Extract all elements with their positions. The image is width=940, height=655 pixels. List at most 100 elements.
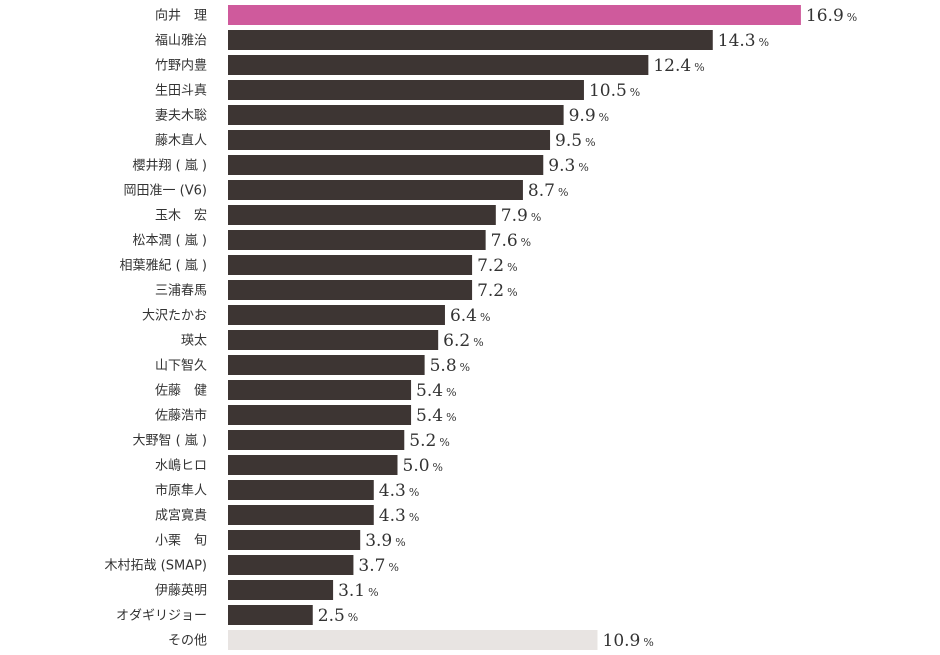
value-label: 9.9% bbox=[569, 106, 610, 126]
value-unit: % bbox=[409, 486, 419, 499]
value-unit: % bbox=[521, 236, 531, 249]
value-label: 9.3% bbox=[548, 156, 589, 176]
bar bbox=[228, 255, 473, 275]
bar bbox=[228, 405, 412, 425]
value-number: 7.9 bbox=[501, 206, 528, 226]
category-label: 大沢たかお bbox=[142, 309, 207, 324]
bar bbox=[228, 330, 439, 350]
bar bbox=[228, 430, 405, 450]
category-label: 向井 理 bbox=[155, 8, 207, 24]
value-label: 10.5% bbox=[589, 81, 640, 101]
value-number: 2.5 bbox=[318, 606, 345, 626]
value-label: 5.2% bbox=[409, 431, 450, 451]
category-label: 市原隼人 bbox=[155, 483, 207, 499]
value-unit: % bbox=[531, 211, 541, 224]
value-unit: % bbox=[558, 186, 568, 199]
value-label: 7.2% bbox=[477, 256, 517, 276]
category-label: 佐藤 健 bbox=[155, 384, 207, 399]
bar bbox=[228, 80, 584, 100]
bar bbox=[228, 630, 598, 650]
value-number: 9.3 bbox=[548, 156, 575, 176]
bar bbox=[228, 605, 313, 625]
bar bbox=[228, 55, 649, 75]
value-label: 3.1% bbox=[338, 581, 379, 601]
bar bbox=[228, 580, 334, 600]
value-number: 5.4 bbox=[416, 406, 443, 426]
value-unit: % bbox=[630, 86, 640, 99]
value-unit: % bbox=[395, 536, 405, 549]
value-number: 3.9 bbox=[365, 531, 392, 551]
category-label: 岡田准一 (V6) bbox=[124, 184, 207, 199]
value-unit: % bbox=[446, 411, 456, 424]
value-number: 12.4 bbox=[653, 56, 691, 76]
value-unit: % bbox=[433, 461, 443, 474]
category-label: 玉木 宏 bbox=[155, 209, 207, 224]
value-label: 3.7% bbox=[358, 556, 399, 576]
value-number: 4.3 bbox=[379, 481, 406, 501]
bar bbox=[228, 505, 374, 525]
bar bbox=[228, 205, 496, 225]
bar bbox=[228, 130, 551, 150]
value-number: 5.0 bbox=[403, 456, 430, 476]
value-number: 6.2 bbox=[443, 331, 470, 351]
category-label: 佐藤浩市 bbox=[155, 408, 207, 424]
value-label: 5.4% bbox=[416, 406, 457, 426]
value-number: 9.9 bbox=[569, 106, 596, 126]
category-label: 伊藤英明 bbox=[155, 584, 207, 599]
category-label: 木村拓哉 (SMAP) bbox=[105, 559, 207, 574]
value-unit: % bbox=[388, 561, 398, 574]
category-label: 瑛太 bbox=[181, 334, 207, 349]
category-label: オダギリジョー bbox=[116, 609, 207, 624]
value-number: 7.6 bbox=[491, 231, 518, 251]
bar bbox=[228, 555, 354, 575]
bar bbox=[228, 355, 425, 375]
value-number: 7.2 bbox=[477, 256, 504, 276]
value-label: 6.2% bbox=[443, 331, 484, 351]
value-unit: % bbox=[439, 436, 449, 449]
bar bbox=[228, 530, 361, 550]
value-unit: % bbox=[460, 361, 470, 374]
category-label: 相葉雅紀 ( 嵐 ) bbox=[119, 259, 207, 274]
value-label: 4.3% bbox=[379, 481, 420, 501]
value-unit: % bbox=[473, 336, 483, 349]
value-number: 9.5 bbox=[555, 131, 582, 151]
value-label: 2.5% bbox=[318, 606, 359, 626]
value-unit: % bbox=[368, 586, 378, 599]
category-label: 竹野内豊 bbox=[155, 58, 207, 74]
value-unit: % bbox=[847, 11, 857, 24]
category-label: 小栗 旬 bbox=[155, 534, 207, 549]
value-label: 4.3% bbox=[379, 506, 420, 526]
category-label: 水嶋ヒロ bbox=[155, 459, 207, 474]
value-unit: % bbox=[409, 511, 419, 524]
value-label: 8.7% bbox=[528, 181, 569, 201]
category-label: 生田斗真 bbox=[155, 84, 207, 99]
value-number: 7.2 bbox=[477, 281, 504, 301]
value-number: 4.3 bbox=[379, 506, 406, 526]
value-label: 9.5% bbox=[555, 131, 596, 151]
value-label: 10.9% bbox=[603, 631, 654, 651]
value-label: 16.9% bbox=[806, 6, 857, 26]
bar bbox=[228, 155, 544, 175]
value-unit: % bbox=[759, 36, 769, 49]
category-label: 福山雅治 bbox=[155, 34, 207, 49]
value-unit: % bbox=[446, 386, 456, 399]
value-label: 14.3% bbox=[718, 31, 769, 51]
value-unit: % bbox=[643, 636, 653, 649]
value-number: 14.3 bbox=[718, 31, 756, 51]
category-label: 山下智久 bbox=[155, 359, 207, 374]
value-unit: % bbox=[694, 61, 704, 74]
value-label: 7.6% bbox=[491, 231, 532, 251]
value-unit: % bbox=[480, 311, 490, 324]
value-label: 5.0% bbox=[403, 456, 444, 476]
bar bbox=[228, 455, 398, 475]
value-unit: % bbox=[507, 286, 517, 299]
value-number: 16.9 bbox=[806, 6, 844, 26]
bar bbox=[228, 180, 523, 200]
bar bbox=[228, 280, 473, 300]
value-number: 3.7 bbox=[358, 556, 385, 576]
value-number: 10.5 bbox=[589, 81, 627, 101]
category-label: 櫻井翔 ( 嵐 ) bbox=[132, 159, 207, 174]
category-label: 妻夫木聡 bbox=[155, 109, 207, 124]
value-label: 7.2% bbox=[477, 281, 517, 301]
